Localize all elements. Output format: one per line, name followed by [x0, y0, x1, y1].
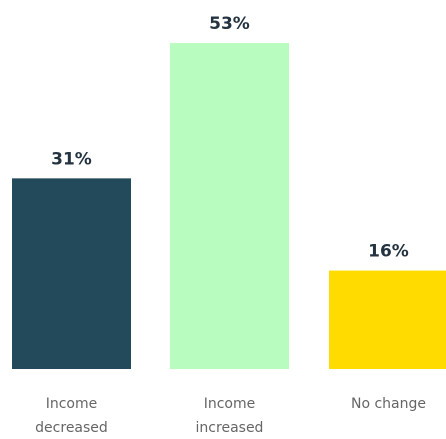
bar	[12, 178, 131, 369]
value-label: 53%	[209, 14, 250, 34]
category-label: Income decreased	[35, 396, 108, 436]
category-label: No change	[350, 396, 426, 412]
value-label: 16%	[368, 242, 409, 262]
bar	[170, 43, 289, 370]
category-label: Income increased	[195, 396, 264, 436]
bar	[329, 270, 446, 369]
value-label: 31%	[51, 149, 92, 169]
